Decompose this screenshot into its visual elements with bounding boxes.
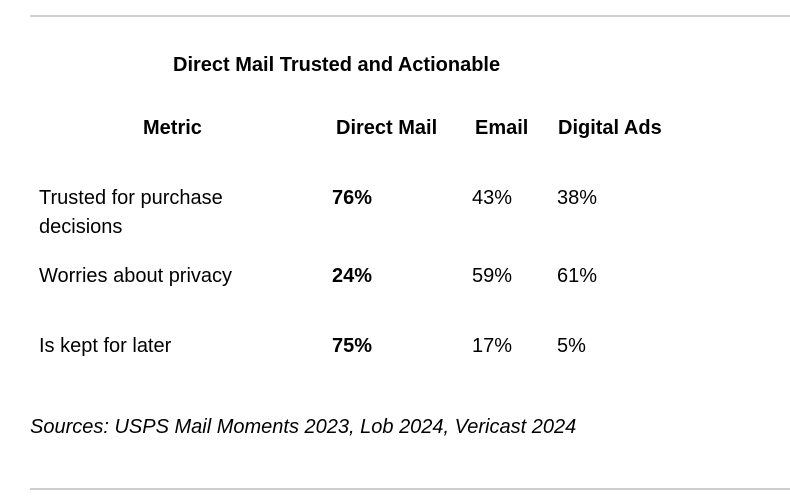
sources-note: Sources: USPS Mail Moments 2023, Lob 202…	[30, 416, 577, 438]
row-trusted-digital-ads: 38%	[557, 187, 598, 209]
bottom-divider	[30, 488, 790, 490]
header-email: Email	[475, 117, 529, 139]
row-privacy-email: 59%	[472, 265, 513, 287]
row-metric-privacy: Worries about privacy	[39, 265, 233, 287]
table-title: Direct Mail Trusted and Actionable	[173, 54, 501, 76]
header-direct-mail: Direct Mail	[336, 117, 438, 139]
row-metric-trusted: Trusted for purchase decisions	[39, 187, 223, 238]
row-privacy-direct-mail: 24%	[332, 265, 373, 287]
header-digital-ads: Digital Ads	[558, 117, 662, 139]
row-kept-direct-mail: 75%	[332, 335, 373, 357]
row-metric-kept: Is kept for later	[39, 335, 172, 357]
row-kept-digital-ads: 5%	[557, 335, 586, 357]
row-kept-email: 17%	[472, 335, 513, 357]
top-divider	[30, 15, 790, 17]
row-trusted-direct-mail: 76%	[332, 187, 373, 209]
row-privacy-digital-ads: 61%	[557, 265, 598, 287]
header-metric: Metric	[143, 117, 202, 139]
row-trusted-email: 43%	[472, 187, 513, 209]
